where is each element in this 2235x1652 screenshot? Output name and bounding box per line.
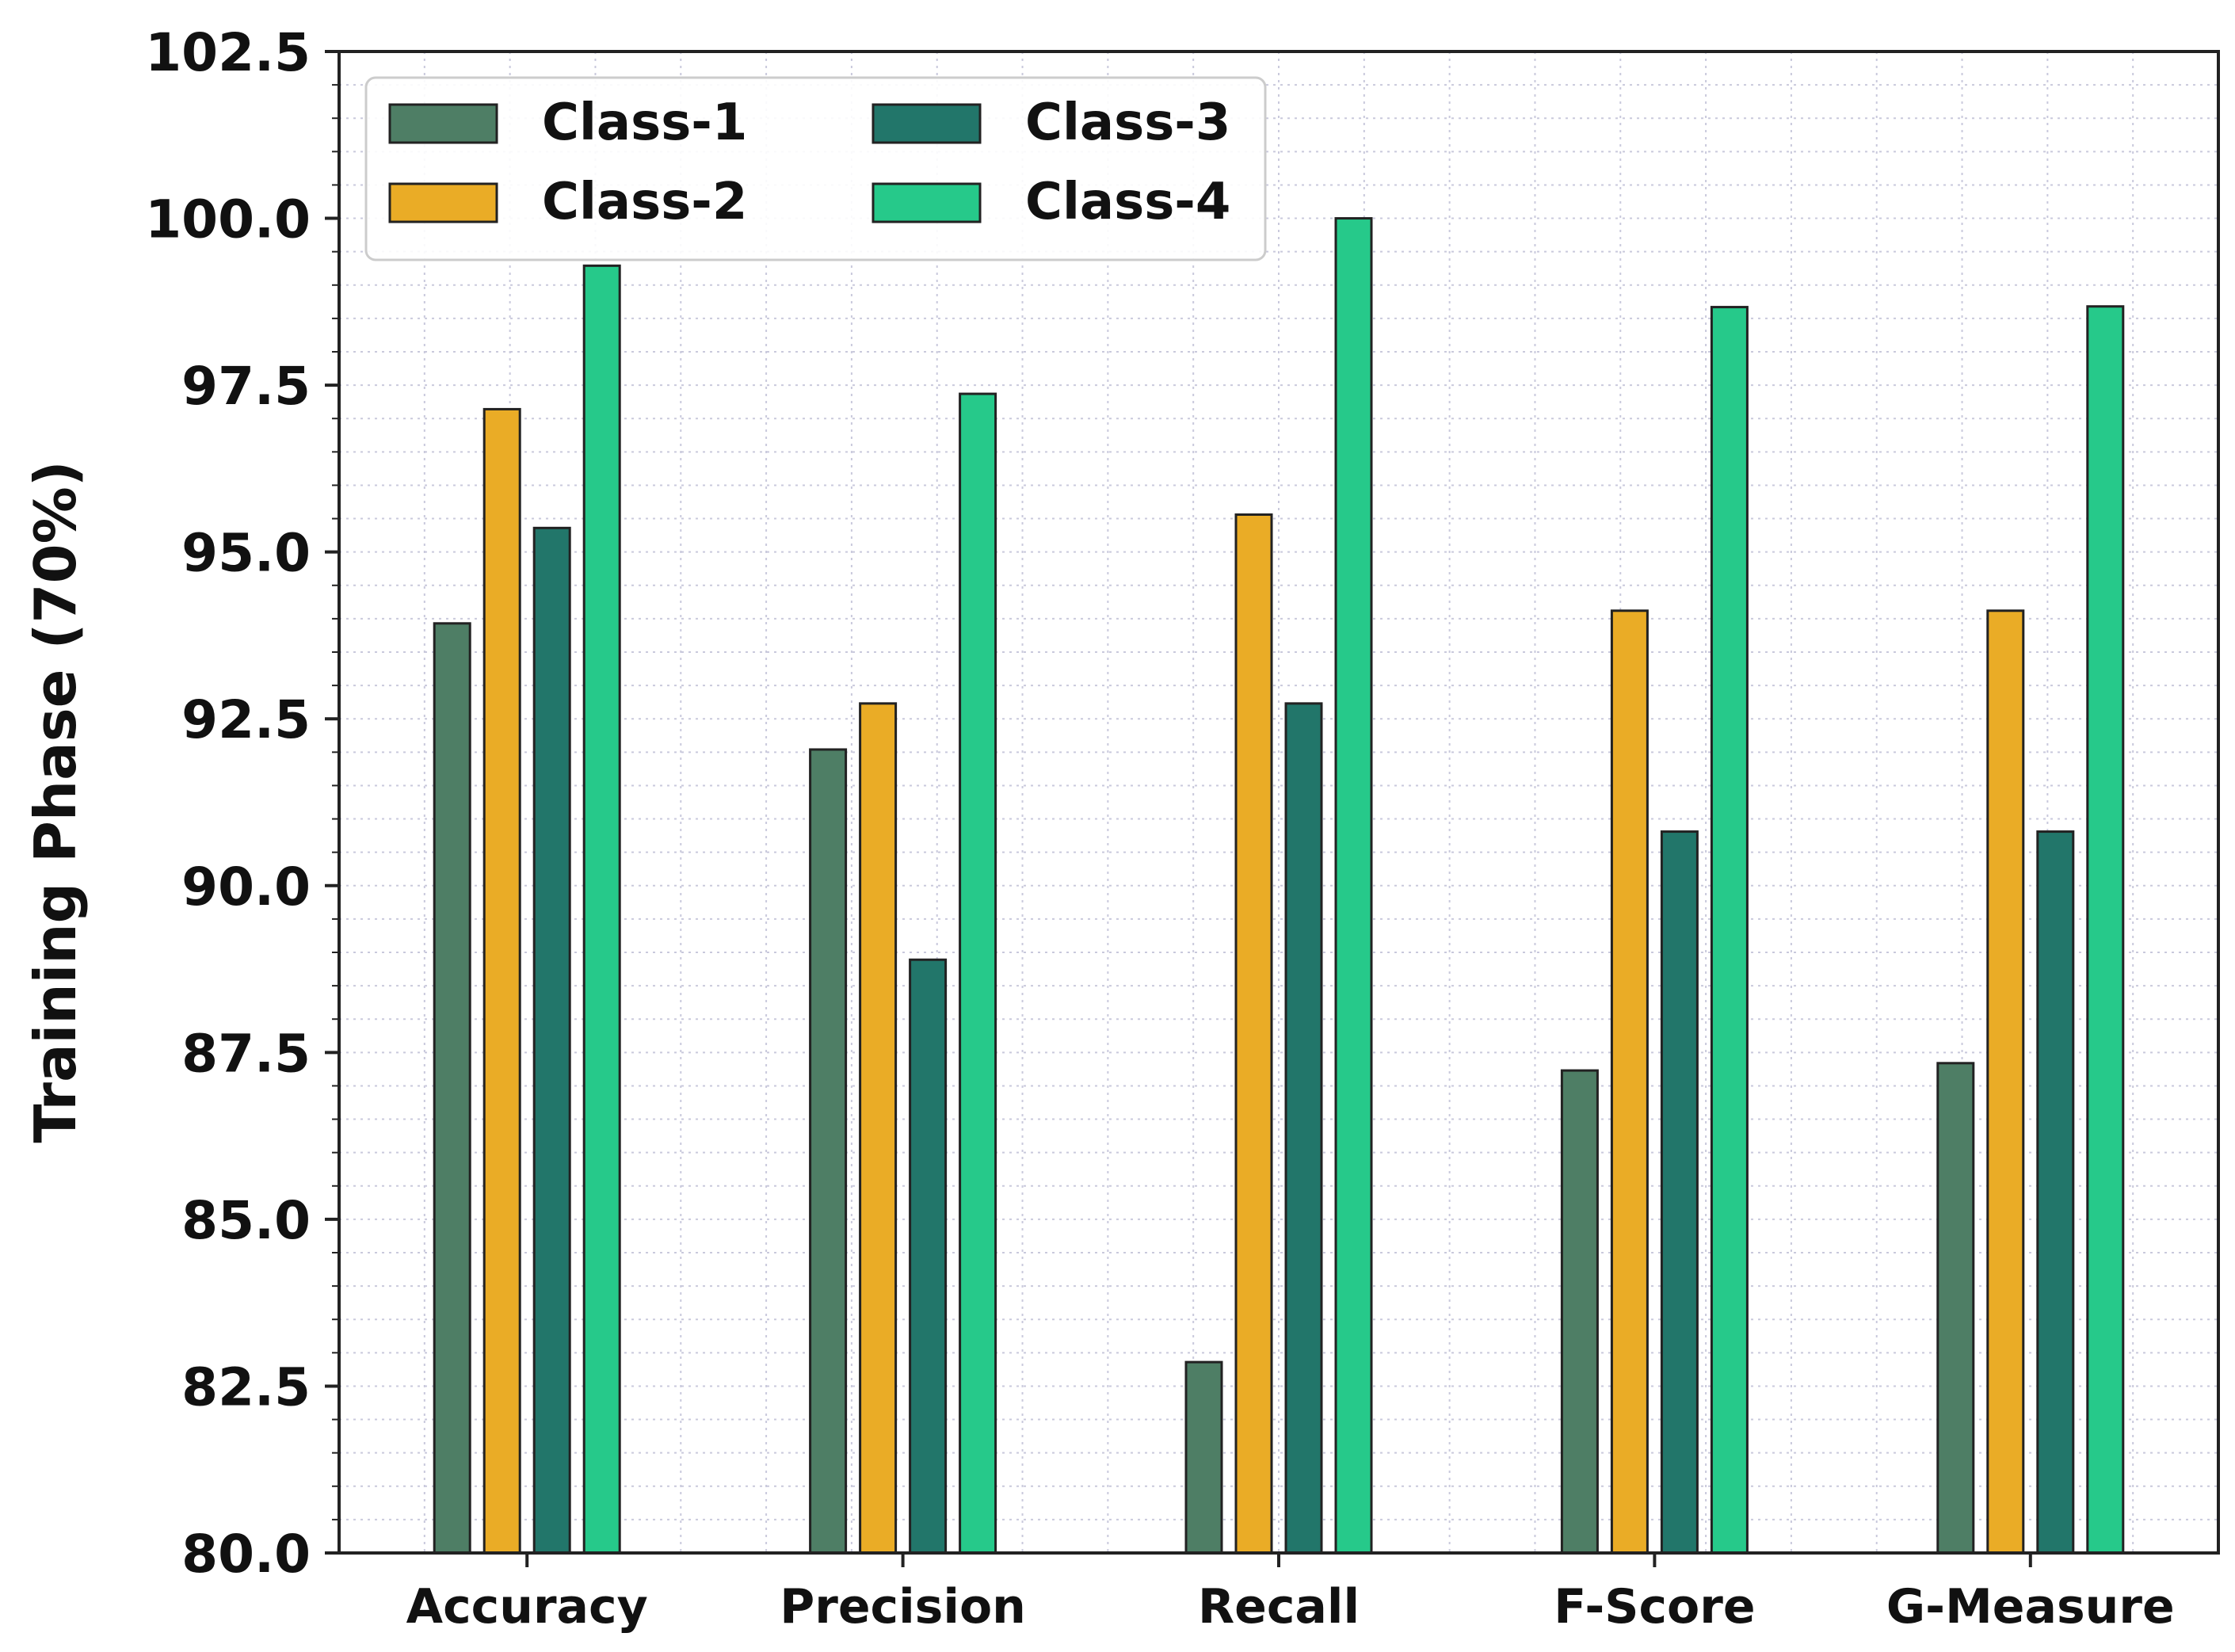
bar-class-2-recall bbox=[1234, 513, 1273, 1555]
y-tick-label: 102.5 bbox=[145, 22, 311, 83]
bar-class-4-recall bbox=[1334, 217, 1373, 1555]
x-axis: Accuracy Precision Recall F-Score G-Measure bbox=[406, 1553, 2175, 1635]
bar-class-2-g-measure bbox=[1986, 609, 2025, 1555]
y-tick-label: 90.0 bbox=[181, 857, 311, 918]
bar-class-3-recall bbox=[1284, 702, 1323, 1555]
bar-class-2-accuracy bbox=[482, 407, 521, 1555]
legend-swatch-class-1 bbox=[388, 103, 498, 144]
x-tick-label: F-Score bbox=[1554, 1579, 1755, 1635]
legend-label-class-3: Class-3 bbox=[1025, 93, 1230, 152]
bar-class-1-g-measure bbox=[1936, 1062, 1975, 1555]
x-tick-label: Accuracy bbox=[406, 1579, 648, 1635]
bar-class-1-recall bbox=[1184, 1360, 1223, 1555]
y-tick-label: 97.5 bbox=[181, 356, 311, 417]
bar-class-2-f-score bbox=[1610, 609, 1649, 1555]
legend-swatch-class-4 bbox=[871, 182, 982, 223]
bar-class-3-precision bbox=[909, 958, 948, 1555]
y-tick-label: 95.0 bbox=[181, 523, 311, 584]
y-tick-label: 80.0 bbox=[181, 1524, 311, 1585]
bar-class-3-f-score bbox=[1660, 830, 1699, 1555]
bar-class-4-precision bbox=[959, 392, 997, 1555]
legend-box bbox=[364, 76, 1267, 261]
bar-class-2-precision bbox=[859, 702, 898, 1555]
bar-class-3-g-measure bbox=[2036, 830, 2075, 1555]
legend: Class-1 Class-2 Class-3 Class-4 bbox=[364, 76, 1267, 261]
bar-class-1-accuracy bbox=[433, 622, 471, 1555]
bar-class-1-precision bbox=[809, 748, 848, 1555]
bar-class-4-f-score bbox=[1710, 306, 1749, 1555]
y-axis: 80.0 82.5 85.0 87.5 90.0 92.5 95.0 97.5 100.0 102… bbox=[145, 22, 339, 1585]
legend-swatch-class-3 bbox=[871, 103, 982, 144]
y-tick-label: 100.0 bbox=[145, 189, 311, 250]
legend-swatch-class-2 bbox=[388, 182, 498, 223]
x-tick-label: Recall bbox=[1198, 1579, 1360, 1635]
legend-label-class-4: Class-4 bbox=[1025, 173, 1230, 231]
legend-label-class-2: Class-2 bbox=[542, 173, 747, 231]
legend-label-class-1: Class-1 bbox=[542, 93, 747, 152]
bar-class-3-accuracy bbox=[532, 526, 571, 1555]
y-tick-label: 82.5 bbox=[181, 1356, 311, 1417]
bar-class-1-f-score bbox=[1560, 1069, 1599, 1555]
y-tick-label: 85.0 bbox=[181, 1190, 311, 1251]
bars bbox=[433, 217, 2125, 1555]
bar-class-4-g-measure bbox=[2086, 305, 2125, 1555]
y-tick-label: 87.5 bbox=[181, 1023, 311, 1084]
y-tick-label: 92.5 bbox=[181, 689, 311, 750]
x-tick-label: Precision bbox=[780, 1579, 1026, 1635]
bar-class-4-accuracy bbox=[582, 264, 621, 1555]
x-tick-label: G-Measure bbox=[1886, 1579, 2175, 1635]
y-axis-label: Training Phase (70%) bbox=[22, 460, 89, 1143]
